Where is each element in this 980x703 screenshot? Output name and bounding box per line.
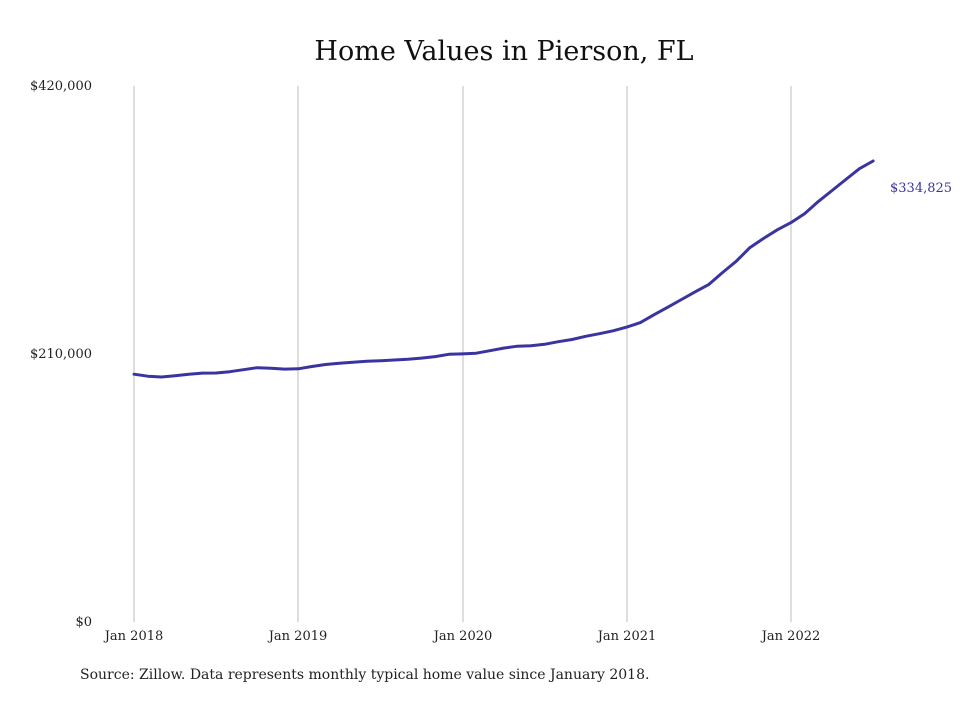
data-point (776, 228, 779, 231)
data-point (557, 340, 560, 343)
series-line-0 (132, 159, 875, 379)
data-point (242, 368, 245, 371)
data-point (324, 363, 327, 366)
data-point (721, 271, 724, 274)
data-point (297, 367, 300, 370)
data-point (707, 283, 711, 286)
data-point (146, 375, 149, 378)
data-point (228, 370, 231, 373)
data-point (173, 374, 177, 377)
y-tick-label: $0 (75, 615, 92, 630)
data-point (256, 366, 259, 369)
data-point (475, 352, 478, 355)
data-point (817, 200, 820, 203)
series-layer (132, 159, 875, 379)
data-point (762, 237, 765, 240)
data-point (830, 189, 834, 192)
x-tick-label: Jan 2019 (267, 629, 328, 644)
data-point (338, 362, 341, 365)
data-point (844, 178, 847, 181)
data-point (543, 343, 546, 346)
data-point (433, 355, 437, 358)
data-point (406, 358, 409, 361)
data-point (214, 371, 218, 375)
x-tick-label: Jan 2021 (596, 629, 657, 644)
data-point (748, 246, 752, 249)
data-point (570, 338, 574, 341)
data-point (310, 365, 314, 368)
y-tick-label: $210,000 (30, 347, 92, 362)
data-point (680, 298, 683, 301)
data-point (666, 306, 669, 309)
data-point (132, 373, 136, 376)
data-point (447, 353, 450, 356)
x-tick-label: Jan 2020 (432, 629, 493, 644)
y-axis: $0 $210,000 $420,000 (30, 79, 92, 630)
data-point (639, 321, 642, 324)
data-point (201, 371, 204, 375)
x-tick-label: Jan 2018 (103, 629, 164, 644)
data-point (694, 290, 697, 293)
data-point (351, 361, 355, 364)
data-point (611, 329, 615, 332)
data-point (365, 360, 368, 363)
data-point (803, 212, 806, 215)
data-point (283, 367, 286, 371)
data-point (502, 346, 505, 350)
data-point (789, 221, 793, 224)
data-point (461, 352, 464, 356)
end-value-label: $334,825 (890, 181, 952, 196)
source-note: Source: Zillow. Data represents monthly … (80, 667, 650, 683)
data-point (187, 373, 190, 376)
data-point (871, 159, 875, 163)
data-point (652, 313, 656, 316)
x-axis: Jan 2018 Jan 2019 Jan 2020 Jan 2021 Jan 2022 (103, 629, 821, 644)
data-point (269, 367, 273, 370)
data-point (420, 356, 423, 360)
data-point (392, 358, 396, 362)
data-point (584, 335, 587, 338)
data-point (160, 375, 163, 379)
data-point (735, 260, 738, 263)
x-tick-label: Jan 2022 (760, 629, 821, 644)
data-point (379, 359, 382, 362)
chart-title: Home Values in Pierson, FL (314, 36, 693, 67)
data-point (858, 167, 861, 170)
data-point (598, 332, 601, 335)
data-point (625, 325, 628, 329)
data-point (488, 349, 492, 352)
data-point (516, 345, 519, 348)
y-tick-label: $420,000 (30, 79, 92, 94)
data-point (529, 344, 533, 347)
